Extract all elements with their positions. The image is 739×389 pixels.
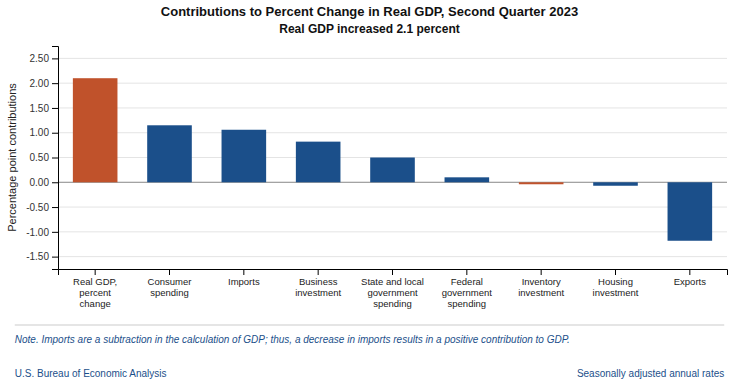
tick-label: State and localgovernmentspending xyxy=(361,276,424,309)
note: Note. Imports are a subtraction in the c… xyxy=(15,334,570,345)
axis-line xyxy=(52,47,59,270)
y-tick: -1.50 xyxy=(26,251,58,262)
tick-mark xyxy=(52,58,58,59)
tick-mark xyxy=(615,269,616,275)
subtitle: Real GDP increased 2.1 percent xyxy=(279,22,460,36)
grid-line xyxy=(58,231,727,232)
y-tick: 0.00 xyxy=(30,177,58,188)
grid-line xyxy=(58,83,727,84)
chart: Contributions to Percent Change in Real … xyxy=(0,0,739,389)
x-tick: Federalgovernmentspending xyxy=(442,269,493,309)
y-tick: 2.00 xyxy=(30,78,58,89)
tick-label: Businessinvestment xyxy=(295,276,341,298)
tick-label: 0.00 xyxy=(30,177,50,188)
tick-mark xyxy=(95,269,96,275)
tick-mark xyxy=(52,182,58,183)
bar xyxy=(73,78,118,182)
plot: -1.50 -1.00 -0.50 0.00 0.50 1.00 1.50 2.00 2.50 R… xyxy=(26,47,727,309)
tick-label: Housinginvestment xyxy=(593,276,639,298)
tick-label: Inventoryinvestment xyxy=(518,276,564,298)
y-tick: -0.50 xyxy=(26,202,58,213)
x-tick: Real GDP,percentchange xyxy=(73,269,117,309)
tick-mark xyxy=(52,207,58,208)
grid-line xyxy=(58,207,727,208)
y-tick: 0.50 xyxy=(30,152,58,163)
bar xyxy=(519,182,564,184)
tick-label: 0.50 xyxy=(30,152,50,163)
y-axis: -1.50 -1.00 -0.50 0.00 0.50 1.00 1.50 2.00 2.50 xyxy=(26,47,58,270)
tick-label: 2.00 xyxy=(30,78,50,89)
x-axis: Real GDP,percentchange Consumerspending Im… xyxy=(59,269,728,309)
tick-mark xyxy=(689,269,690,275)
tick-mark xyxy=(52,83,58,84)
grid-line xyxy=(58,58,727,59)
tick-mark xyxy=(392,269,393,275)
bar xyxy=(370,158,415,183)
tick-label: Exports xyxy=(674,276,706,287)
x-tick: State and localgovernmentspending xyxy=(361,269,424,309)
bars xyxy=(73,78,712,241)
tick-mark xyxy=(243,269,244,275)
tick-label: -1.00 xyxy=(26,227,49,238)
tick-mark xyxy=(52,158,58,159)
tick-label: 1.50 xyxy=(30,103,50,114)
tick-label: Real GDP,percentchange xyxy=(73,276,117,309)
grid-line xyxy=(58,107,727,108)
tick-label: 1.00 xyxy=(30,127,50,138)
axis-line xyxy=(59,270,728,276)
source: U.S. Bureau of Economic Analysis xyxy=(15,368,167,379)
x-tick: Consumerspending xyxy=(148,269,192,298)
tick-label: Consumerspending xyxy=(148,276,192,298)
x-tick: Imports xyxy=(228,269,260,287)
tick-mark xyxy=(318,269,319,275)
tick-mark xyxy=(52,232,58,233)
grid xyxy=(58,58,727,256)
y-tick: 2.50 xyxy=(30,53,58,64)
x-tick: Inventoryinvestment xyxy=(518,269,564,298)
x-tick: Housinginvestment xyxy=(593,269,639,298)
y-tick: 1.50 xyxy=(30,103,58,114)
tick-label: -1.50 xyxy=(26,251,49,262)
tick-mark xyxy=(52,257,58,258)
tick-label: Federalgovernmentspending xyxy=(442,276,493,309)
tick-label: Imports xyxy=(228,276,260,287)
tick-label: 2.50 xyxy=(30,53,50,64)
y-tick: -1.00 xyxy=(26,227,58,238)
tick-label: -0.50 xyxy=(26,202,49,213)
bar xyxy=(296,142,341,183)
separator xyxy=(15,325,724,326)
tick-mark xyxy=(466,269,467,275)
seasonal-note: Seasonally adjusted annual rates xyxy=(577,368,724,379)
title: Contributions to Percent Change in Real … xyxy=(161,4,578,19)
bar xyxy=(147,125,192,182)
bar xyxy=(445,177,490,182)
bar xyxy=(668,182,713,240)
tick-mark xyxy=(52,108,58,109)
x-tick: Businessinvestment xyxy=(295,269,341,298)
x-tick: Exports xyxy=(674,269,706,287)
y-tick: 1.00 xyxy=(30,127,58,138)
tick-mark xyxy=(541,269,542,275)
tick-mark xyxy=(52,133,58,134)
y-axis-title: Percentage point contributions xyxy=(6,83,18,232)
bar xyxy=(222,130,267,183)
tick-mark xyxy=(169,269,170,275)
grid-line xyxy=(58,256,727,257)
bar xyxy=(593,182,638,185)
